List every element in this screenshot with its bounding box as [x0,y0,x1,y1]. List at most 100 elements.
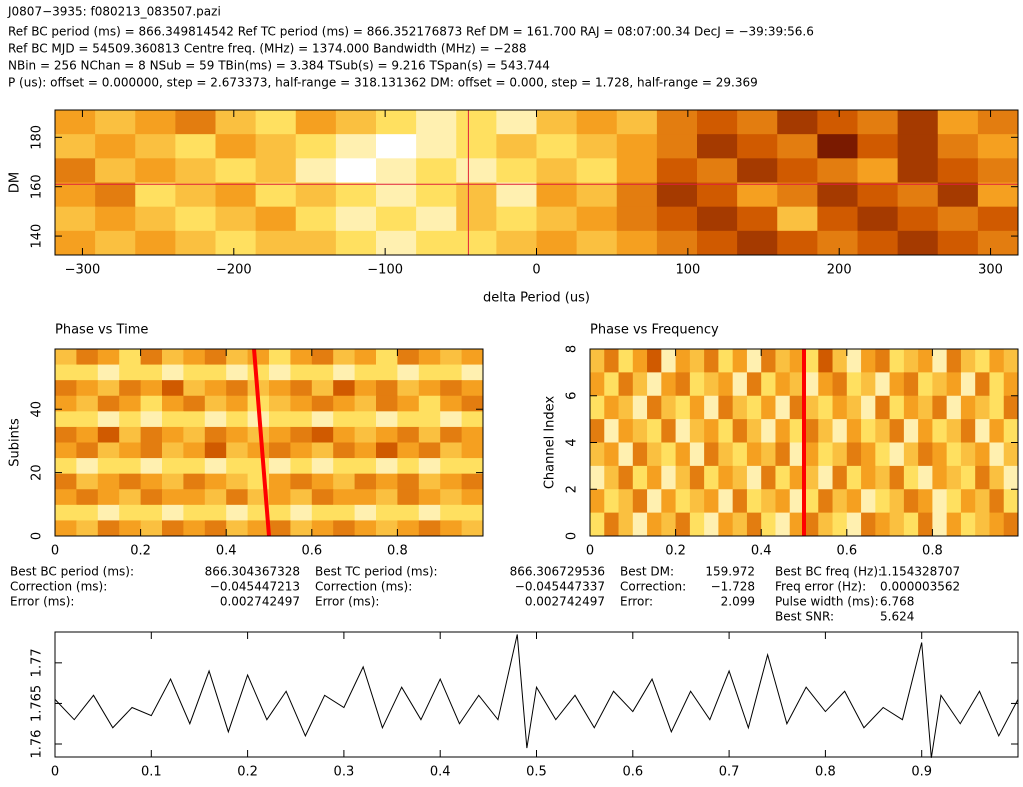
heatmap-cell [775,349,791,373]
heatmap-cell [119,489,142,506]
heatmap-cell [818,465,834,490]
heatmap-cell [975,489,990,514]
heatmap-cell [204,395,227,412]
x-tick-label: 0 [51,765,59,780]
heatmap-cell [661,419,677,443]
heatmap-cell [918,372,933,397]
heatmap-cell [804,372,819,397]
heatmap-cell [290,380,313,397]
y-tick-label: 0 [565,532,580,540]
heatmap-cell [76,489,99,506]
heatmap-cell [889,489,905,514]
heatmap-cell [1003,372,1019,397]
heatmap-cell [135,134,176,159]
heatmap-cell [937,158,979,183]
heatmap-cell [183,426,206,443]
heatmap-cell [590,349,605,373]
result-value: 0.002742497 [525,595,605,609]
x-tick-label: 0.6 [301,544,322,559]
heatmap-cell [889,395,905,420]
header-line: Ref BC period (ms) = 866.349814542 Ref T… [8,25,814,39]
heatmap-cell [576,134,618,159]
heatmap-cell [269,364,291,381]
result-value: 6.768 [880,595,914,609]
heatmap-cell [119,349,142,366]
heatmap-cell [590,419,605,443]
heatmap-cell [461,426,484,443]
heatmap-cell [255,182,297,208]
heatmap-cell [937,182,979,208]
heatmap-cell [456,230,497,256]
x-tick-label: 0.4 [216,544,237,559]
heatmap-cell [119,458,142,475]
heatmap-cell [618,372,634,397]
heatmap-cell [861,465,876,490]
heatmap-cell [746,512,762,537]
heatmap-cell [333,520,356,537]
heatmap-cell [604,465,620,490]
heatmap-cell [975,419,990,443]
heatmap-cell [761,512,776,537]
heatmap-cell [960,489,976,514]
x-tick-label: 0.4 [751,544,772,559]
heatmap-cell [960,512,976,537]
heatmap-cell [333,473,356,490]
heatmap-cell [55,349,77,366]
heatmap-cell [119,520,142,537]
heatmap-cell [989,442,1005,467]
x-tick-label: 0.4 [430,765,451,780]
heatmap-cell [226,504,249,521]
heatmap-cell [335,158,377,183]
heatmap-cell [804,512,819,537]
heatmap-cell [536,158,578,183]
heatmap-cell [647,512,662,537]
heatmap-cell [162,364,184,381]
heatmap-cell [590,372,605,397]
heatmap-cell [932,512,948,537]
heatmap-cell [440,380,463,397]
heatmap-cell [162,489,184,506]
heatmap-cell [989,489,1005,514]
heatmap-cell [311,395,334,412]
heatmap-cell [861,419,876,443]
heatmap-cell [960,419,976,443]
result-label: Best BC freq (Hz): [775,565,882,579]
heatmap-cell [846,489,862,514]
heatmap-cell [376,395,398,412]
heatmap-cell [95,182,136,208]
header-line: Ref BC MJD = 54509.360813 Centre freq. (… [8,42,527,56]
heatmap-cell [889,465,905,490]
heatmap-cell [140,411,163,428]
heatmap-cell [704,442,719,467]
heatmap-cell [135,110,176,135]
heatmap-cell [204,473,227,490]
heatmap-cell [804,465,819,490]
heatmap-cell [804,442,819,467]
heatmap-cell [76,504,99,521]
heatmap-cell [897,206,939,232]
heatmap-cell [775,419,791,443]
heatmap-cell [461,473,484,490]
heatmap-cell [162,411,184,428]
heatmap-cell [290,504,313,521]
heatmap-cell [576,206,618,232]
x-tick-label: 0.2 [130,544,151,559]
heatmap-cell [496,206,537,232]
heatmap-cell [97,395,120,412]
heatmap-cell [846,349,862,373]
heatmap-cell [311,458,334,475]
heatmap-cell [290,473,313,490]
heatmap-cell [76,458,99,475]
heatmap-cell [215,134,257,159]
heatmap-cell [818,512,834,537]
heatmap-cell [718,349,734,373]
result-value: 159.972 [705,565,755,579]
heatmap-cell [918,419,933,443]
heatmap-cell [333,411,356,428]
heatmap-cell [818,395,834,420]
heatmap-cell [416,110,457,135]
x-tick-label: 0 [51,544,59,559]
heatmap-cell [333,504,356,521]
x-tick-label: 0.8 [815,765,836,780]
heatmap-cell [1003,489,1019,514]
